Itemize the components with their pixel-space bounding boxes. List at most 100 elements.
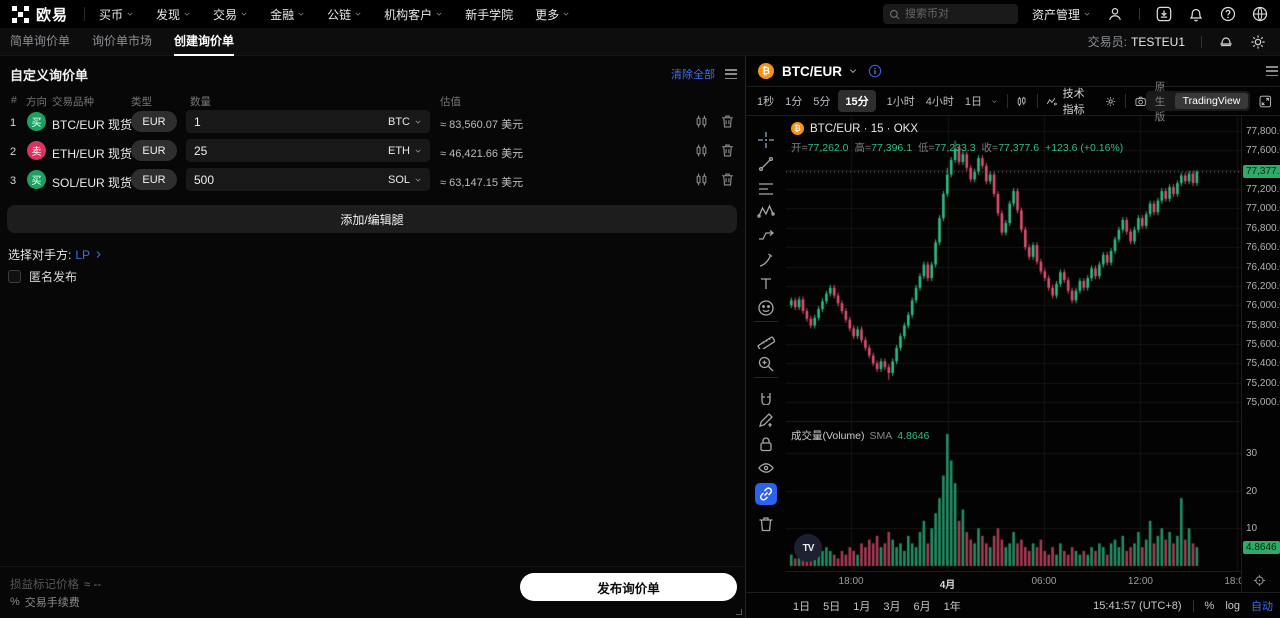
percent-scale-button[interactable]: % [1204,599,1215,612]
lock-icon[interactable] [757,435,775,453]
crosshair-icon[interactable] [757,131,775,149]
language-globe-icon[interactable] [1252,6,1268,22]
timeframe-1小时[interactable]: 1小时 [886,96,915,108]
notifications-bell-icon[interactable] [1188,6,1204,22]
indicators-icon[interactable] [1046,94,1058,109]
search-box[interactable] [882,4,1018,24]
timeframe-more-caret[interactable] [991,97,998,106]
camera-snapshot-icon[interactable] [1135,94,1146,109]
clock-timezone[interactable]: 15:41:57 (UTC+8) [1093,599,1182,612]
mode-tradingview-button[interactable]: TradingView [1174,93,1249,109]
log-scale-button[interactable]: log [1225,599,1240,612]
amount-input[interactable] [194,172,344,187]
range-1日[interactable]: 1日 [793,600,811,613]
remove-drawings-icon[interactable] [757,515,775,533]
chart-plot-area[interactable]: ₿ BTC/EUR · 15 · OKX 开=77,262.0 高=77,396.… [786,116,1241,592]
publish-rfq-button[interactable]: 发布询价单 [520,573,737,601]
menu-item-更多[interactable]: 更多 [535,6,570,23]
forecast-icon[interactable] [757,227,775,245]
tab-询价单市场[interactable]: 询价单市场 [92,33,153,48]
range-1月[interactable]: 1月 [853,600,871,613]
type-pill[interactable]: EUR [131,111,177,132]
indicators-label[interactable]: 技术指标 [1062,88,1085,116]
time-axis[interactable]: 18:00 4月 06:00 12:00 18:00 [786,571,1241,592]
type-pill[interactable]: EUR [131,169,177,190]
anonymous-checkbox[interactable] [8,270,21,283]
ruler-icon[interactable] [757,331,775,349]
link-interval-icon[interactable] [755,483,777,505]
zoom-in-icon[interactable] [757,355,775,373]
brush-icon[interactable] [757,251,775,269]
tradingview-logo[interactable]: TV [794,534,822,562]
currency-selector[interactable]: SOL [388,174,422,186]
crosshair-target-icon[interactable] [1253,574,1266,587]
amount-input[interactable] [194,143,344,158]
range-6月[interactable]: 6月 [913,600,931,613]
timeframe-1日[interactable]: 1日 [964,96,982,108]
instrument-selector[interactable]: BTC/EUR 现货 [52,118,133,132]
timeframe-1分[interactable]: 1分 [785,96,803,108]
timeframe-5分[interactable]: 5分 [813,96,831,108]
assets-menu[interactable]: 资产管理 [1032,6,1091,23]
menu-item-买币[interactable]: 买币 [99,6,134,23]
market-depth-icon[interactable] [694,172,709,187]
timeframe-1秒[interactable]: 1秒 [757,96,775,108]
search-input[interactable] [904,8,1005,20]
price-axis[interactable]: 77,800.0 77,600.0 77,200.0 77,000.0 76,800.0… [1241,116,1280,592]
menu-item-金融[interactable]: 金融 [270,6,305,23]
help-icon[interactable] [1220,6,1236,22]
currency-selector[interactable]: ETH [388,145,422,157]
panel-menu-icon[interactable] [725,69,737,79]
type-pill[interactable]: EUR [131,140,177,161]
menu-item-公链[interactable]: 公链 [327,6,362,23]
timeframe-15分[interactable]: 15分 [838,90,876,112]
range-5日[interactable]: 5日 [823,600,841,613]
instrument-selector[interactable]: ETH/EUR 现货 [52,147,133,161]
xabcd-pattern-icon[interactable] [757,203,775,221]
trading-fee-line[interactable]: % 交易手续费 [10,594,80,610]
delete-leg-icon[interactable] [720,172,735,187]
tab-简单询价单[interactable]: 简单询价单 [10,33,71,48]
counterparty-link[interactable]: LP [75,247,91,262]
menu-item-发现[interactable]: 发现 [156,6,191,23]
candle-style-icon[interactable] [1016,94,1027,109]
text-tool-icon[interactable] [757,275,775,293]
auto-scale-button[interactable]: 自动 [1251,600,1273,613]
market-depth-icon[interactable] [694,114,709,129]
timeframe-4小时[interactable]: 4小时 [925,96,954,108]
info-icon[interactable] [868,64,882,78]
emoji-icon[interactable] [757,299,775,317]
chart-pair-title[interactable]: BTC/EUR [782,63,842,79]
resize-corner[interactable] [736,609,742,615]
menu-item-新手学院[interactable]: 新手学院 [465,6,513,23]
okx-logo[interactable]: 欧易 [0,4,68,25]
range-1年[interactable]: 1年 [943,600,961,613]
hide-drawings-icon[interactable] [757,459,775,477]
instrument-selector[interactable]: SOL/EUR 现货 [52,176,133,190]
menu-item-交易[interactable]: 交易 [213,6,248,23]
panel-menu-icon[interactable] [1266,66,1278,76]
magnet-icon[interactable] [757,387,775,405]
user-icon[interactable] [1107,6,1123,22]
clear-all-link[interactable]: 清除全部 [671,69,715,81]
fib-retracement-icon[interactable] [757,180,775,198]
settings-gear-icon[interactable] [1250,34,1266,50]
trader-account-value[interactable]: TESTEU1 [1130,34,1185,49]
hat-icon[interactable] [1218,34,1234,50]
menu-item-机构客户[interactable]: 机构客户 [384,6,443,23]
currency-selector[interactable]: BTC [388,116,422,128]
range-3月[interactable]: 3月 [883,600,901,613]
draw-mode-icon[interactable] [757,411,775,429]
market-depth-icon[interactable] [694,143,709,158]
download-app-icon[interactable] [1156,6,1172,22]
delete-leg-icon[interactable] [720,114,735,129]
amount-input[interactable] [194,114,344,129]
chart-settings-gear-icon[interactable] [1105,94,1116,109]
tab-创建询价单[interactable]: 创建询价单 [174,28,235,56]
add-edit-leg-button[interactable]: 添加/编辑腿 [7,205,737,233]
fullscreen-icon[interactable] [1259,94,1272,109]
trendline-icon[interactable] [757,155,775,173]
delete-leg-icon[interactable] [720,143,735,158]
candlestick-chart-canvas[interactable] [786,116,1241,571]
chevron-down-icon[interactable] [848,66,858,76]
